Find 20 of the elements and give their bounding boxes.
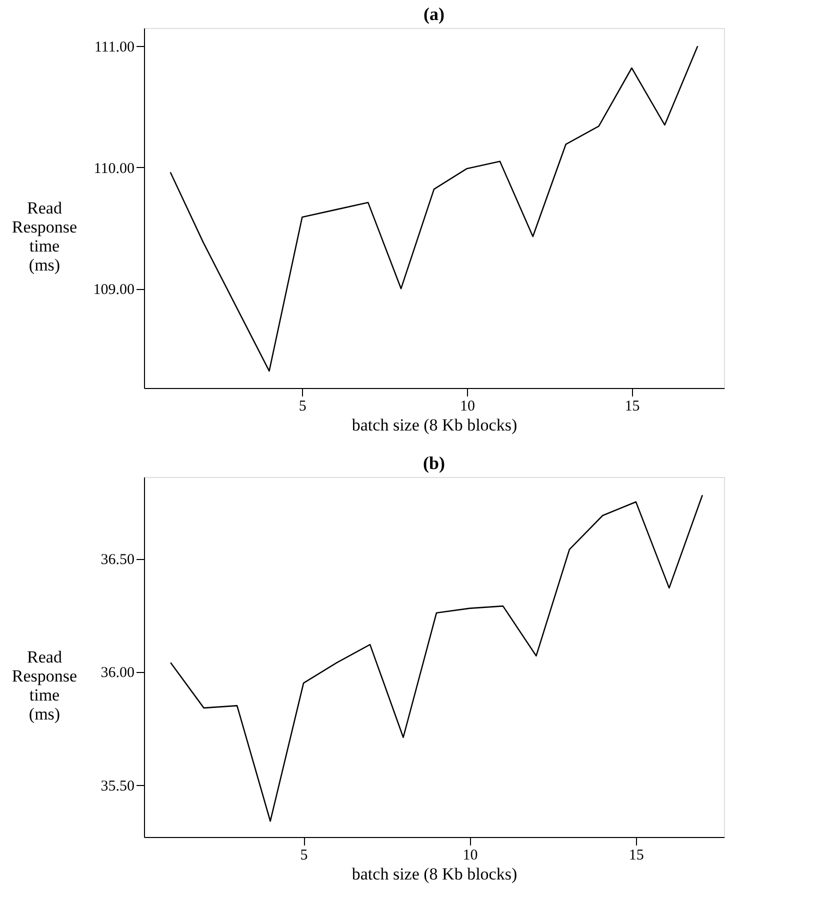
line-series (170, 494, 704, 822)
line-series (170, 46, 698, 372)
x-tick-label: 10 (462, 848, 478, 864)
y-tick-label: 109.00 (93, 282, 134, 298)
x-tick-label: 15 (628, 848, 644, 864)
x-axis-title: batch size (8 Kb blocks) (352, 416, 518, 434)
y-axis-title: Read Response time (ms) (12, 198, 78, 274)
x-tick-label: 5 (298, 398, 306, 414)
y-axis-title: Read Response time (ms) (12, 648, 78, 724)
chart-title: (b) (423, 453, 446, 473)
chart-title: (a) (424, 4, 444, 24)
x-tick-label: 10 (460, 398, 475, 414)
y-tick-label: 111.00 (94, 40, 134, 56)
x-axis-title: batch size (8 Kb blocks) (352, 864, 518, 884)
x-tick-label: 15 (624, 398, 640, 414)
x-tick-label: 5 (300, 848, 308, 864)
y-tick-label: 110.00 (94, 160, 134, 177)
y-tick-label: 36.50 (100, 552, 134, 568)
y-tick-label: 35.50 (100, 778, 134, 794)
y-tick-label: 36.00 (100, 665, 134, 682)
